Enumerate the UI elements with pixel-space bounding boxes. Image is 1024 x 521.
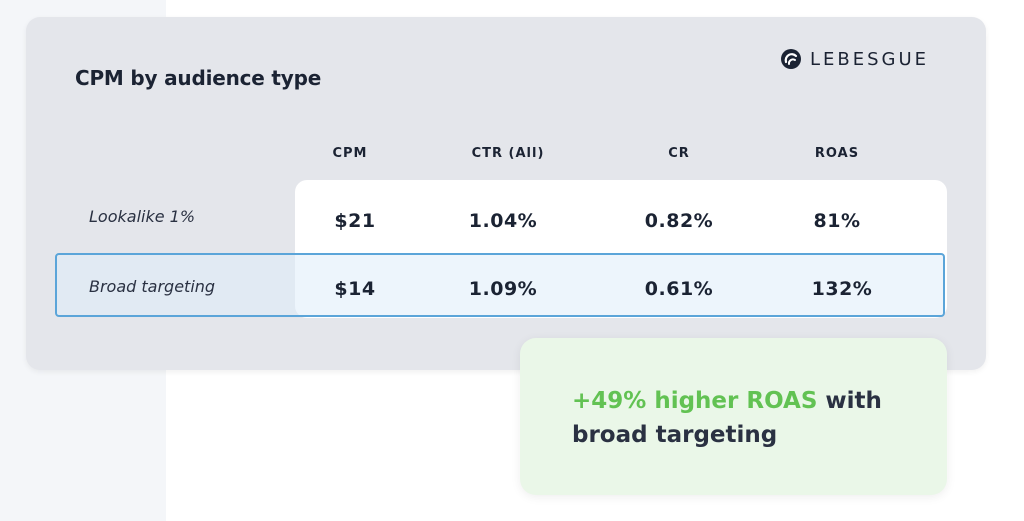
column-header-cr: CR [668,146,690,161]
table-cell-cr: 0.61% [644,278,714,300]
table-cell-cpm: $14 [334,278,376,300]
table-cell-ctr: 1.09% [468,278,538,300]
callout-text-line1: with [817,388,882,414]
column-header-cpm: CPM [332,146,368,161]
column-header-roas: ROAS [814,146,860,161]
column-header-ctr: CTR (All) [471,146,545,161]
brand-name: LEBESGUE [810,48,930,70]
row-label-broad-targeting: Broad targeting [89,277,216,296]
table-cell-ctr: 1.04% [468,210,538,232]
table-cell-cpm: $21 [334,210,376,232]
table-cell-roas: 132% [811,278,873,300]
card-title: CPM by audience type [75,66,322,90]
row-label-lookalike: Lookalike 1% [89,207,196,226]
callout-text-line2: broad targeting [572,422,778,448]
brand-logo: LEBESGUE [780,47,929,71]
table-cell-cr: 0.82% [644,210,714,232]
callout-highlight: +49% higher ROAS [572,388,818,414]
highlighted-row-broad-targeting[interactable] [55,253,945,317]
roas-callout: +49% higher ROAS with broad targeting [520,338,947,495]
callout-text: +49% higher ROAS with broad targeting [572,384,912,452]
table-cell-roas: 81% [813,210,861,232]
lebesgue-logo-icon [781,49,801,69]
